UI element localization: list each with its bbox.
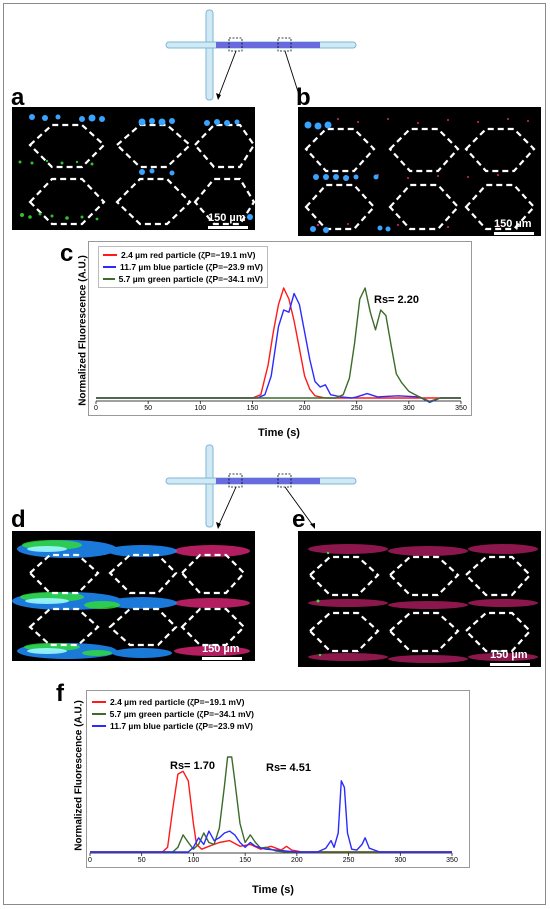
legend-label: 11.7 µm blue particle (ζP=−23.9 mV)	[110, 721, 253, 731]
legend-swatch-red	[103, 254, 117, 256]
scale-bar-e	[490, 663, 530, 666]
x-tick-label: 0	[94, 405, 98, 412]
legend-item: 5.7 µm green particle (ζP=−34.1 mV)	[103, 273, 263, 285]
legend-label: 2.4 µm red particle (ζP=−19.1 mV)	[121, 250, 256, 260]
scale-label-d: 150 µm	[202, 643, 240, 655]
x-tick-label: 0	[88, 857, 92, 864]
chart-f-ylabel: Normalized Fluorescence (A.U.)	[73, 700, 85, 851]
x-tick-label: 300	[403, 405, 415, 412]
x-tick-label: 250	[350, 405, 363, 412]
series-line	[96, 287, 461, 399]
legend-label: 11.7 µm blue particle (ζP=−23.9 mV)	[120, 262, 263, 272]
legend-swatch-green	[92, 713, 106, 715]
scale-label-e: 150 µm	[490, 649, 528, 661]
legend-label: 5.7 µm green particle (ζP=−34.1 mV)	[118, 274, 263, 284]
micrograph-b-art	[304, 118, 536, 233]
chart-f	[89, 756, 453, 856]
legend-swatch-green	[103, 278, 115, 280]
scale-label-b: 150 µm	[494, 218, 532, 230]
chart-c	[95, 287, 462, 404]
chart-f-xlabel: Time (s)	[252, 884, 294, 896]
x-tick-label: 200	[291, 857, 303, 864]
legend-swatch-blue	[92, 725, 106, 727]
legend-item: 2.4 µm red particle (ζP=−19.1 mV)	[103, 249, 263, 261]
panel-label-b: b	[296, 84, 311, 111]
x-tick-label: 350	[446, 857, 458, 864]
figure-border	[3, 3, 546, 905]
legend-label: 2.4 µm red particle (ζP=−19.1 mV)	[110, 697, 245, 707]
x-tick-label: 150	[239, 857, 251, 864]
legend-item: 2.4 µm red particle (ζP=−19.1 mV)	[92, 696, 254, 708]
chart-c-xlabel: Time (s)	[258, 427, 300, 439]
series-line	[90, 770, 452, 853]
legend-label: 5.7 µm green particle (ζP=−34.1 mV)	[109, 709, 254, 719]
panel-label-a: a	[11, 84, 25, 111]
x-tick-label: 50	[144, 405, 153, 412]
x-tick-label: 150	[246, 405, 259, 412]
chart-c-legend: 2.4 µm red particle (ζP=−19.1 mV) 11.7 µ…	[98, 246, 268, 288]
chart-c-ylabel: Normalized Fluorescence (A.U.)	[77, 255, 89, 406]
x-tick-label: 50	[137, 857, 146, 864]
x-tick-label: 350	[455, 405, 467, 412]
panel-label-d: d	[11, 506, 26, 533]
legend-item: 11.7 µm blue particle (ζP=−23.9 mV)	[92, 720, 254, 732]
scale-bar-d	[202, 657, 242, 660]
x-tick-label: 250	[342, 857, 355, 864]
x-tick-label: 300	[394, 857, 407, 864]
x-tick-label: 100	[194, 405, 207, 412]
legend-item: 5.7 µm green particle (ζP=−34.1 mV)	[92, 708, 254, 720]
micrograph-d-art	[12, 540, 250, 659]
legend-item: 11.7 µm blue particle (ζP=−23.9 mV)	[103, 261, 263, 273]
micrograph-b: 150 µm	[298, 107, 541, 236]
scale-label-a: 150 µm	[208, 212, 246, 224]
series-line	[96, 287, 461, 403]
series-line	[96, 292, 461, 404]
chart-f-rs-annotation-1: Rs= 1.70	[170, 760, 215, 772]
panel-label-e: e	[292, 506, 306, 533]
chart-f-legend: 2.4 µm red particle (ζP=−19.1 mV) 5.7 µm…	[88, 694, 258, 734]
chart-c-rs-annotation: Rs= 2.20	[374, 294, 419, 306]
micrograph-e-art	[308, 544, 538, 663]
panel-label-f: f	[56, 680, 64, 707]
micrograph-e: 150 µm	[298, 531, 541, 667]
scale-bar-b	[494, 232, 534, 235]
x-tick-label: 200	[298, 405, 311, 412]
chart-f-rs-annotation-2: Rs= 4.51	[266, 762, 311, 774]
legend-swatch-blue	[103, 266, 116, 268]
micrograph-a-art	[18, 114, 255, 226]
panel-label-c: c	[60, 240, 74, 267]
micrograph-d: 150 µm	[12, 531, 255, 661]
micrograph-a: 150 µm	[12, 107, 255, 230]
x-tick-label: 100	[187, 857, 200, 864]
series-line	[90, 780, 452, 853]
scale-bar-a	[208, 226, 248, 229]
legend-swatch-red	[92, 701, 106, 703]
